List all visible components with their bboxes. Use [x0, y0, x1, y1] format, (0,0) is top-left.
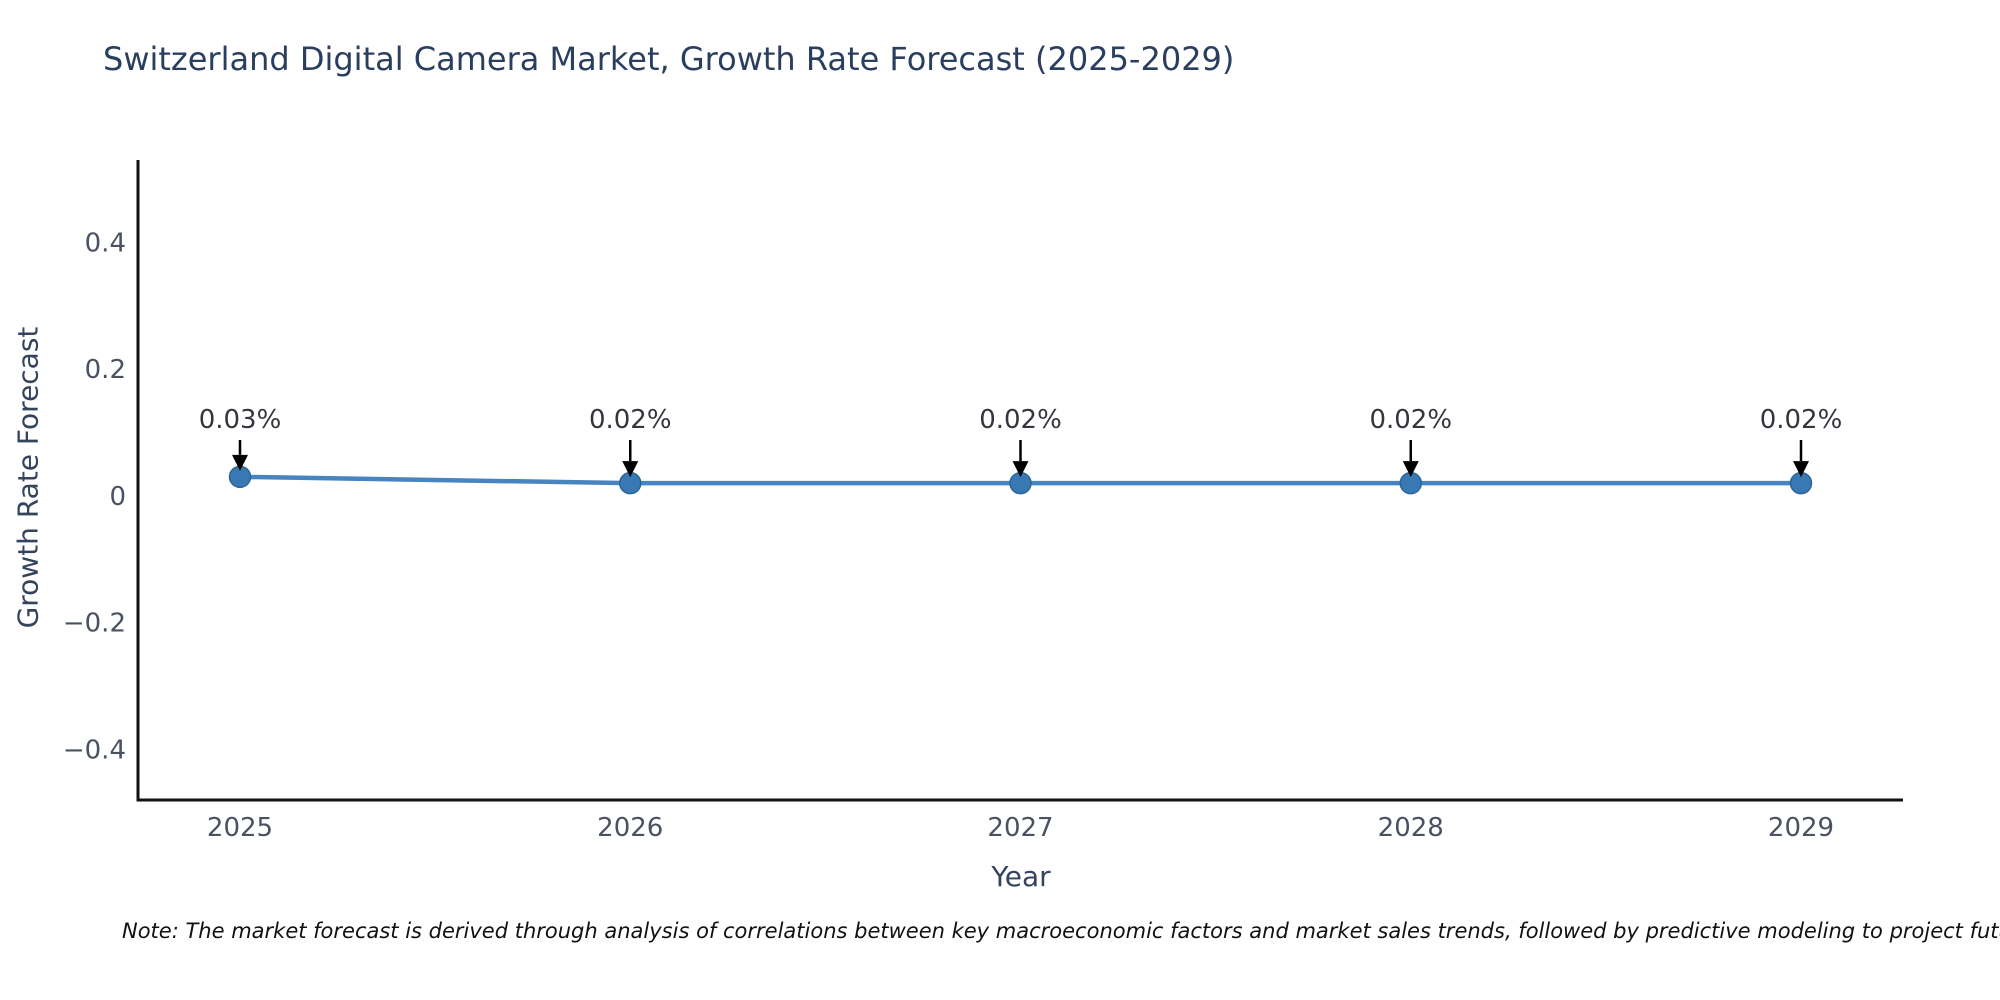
y-tick-label: 0.2 — [85, 355, 126, 385]
axis-spines — [136, 160, 1903, 802]
x-tick-label: 2026 — [597, 813, 663, 843]
annotation-arrowhead — [1012, 461, 1029, 478]
annotation-arrowhead — [232, 454, 248, 471]
x-axis-title: Year — [991, 860, 1051, 893]
y-tick-label: 0.4 — [85, 228, 126, 258]
x-tick-label: 2025 — [207, 813, 273, 843]
annotation-label: 0.02% — [589, 405, 672, 435]
chart-title: Switzerland Digital Camera Market, Growt… — [103, 40, 1235, 78]
annotation-arrowhead — [622, 461, 639, 478]
footnote: Note: The market forecast is derived thr… — [122, 919, 2000, 943]
annotation-arrowhead — [1793, 461, 1809, 478]
annotation-label: 0.02% — [979, 405, 1062, 435]
annotation-arrowhead — [1402, 461, 1419, 478]
x-tick-label: 2027 — [987, 813, 1053, 843]
x-tick-label: 2028 — [1378, 813, 1444, 843]
y-tick-label: −0.2 — [63, 609, 126, 639]
annotation-label: 0.02% — [1760, 405, 1843, 435]
annotation-label: 0.03% — [199, 405, 282, 435]
y-tick-label: −0.4 — [63, 735, 126, 765]
y-tick-label: 0 — [109, 482, 126, 512]
annotation-label: 0.02% — [1369, 405, 1452, 435]
x-tick-label: 2029 — [1768, 813, 1834, 843]
